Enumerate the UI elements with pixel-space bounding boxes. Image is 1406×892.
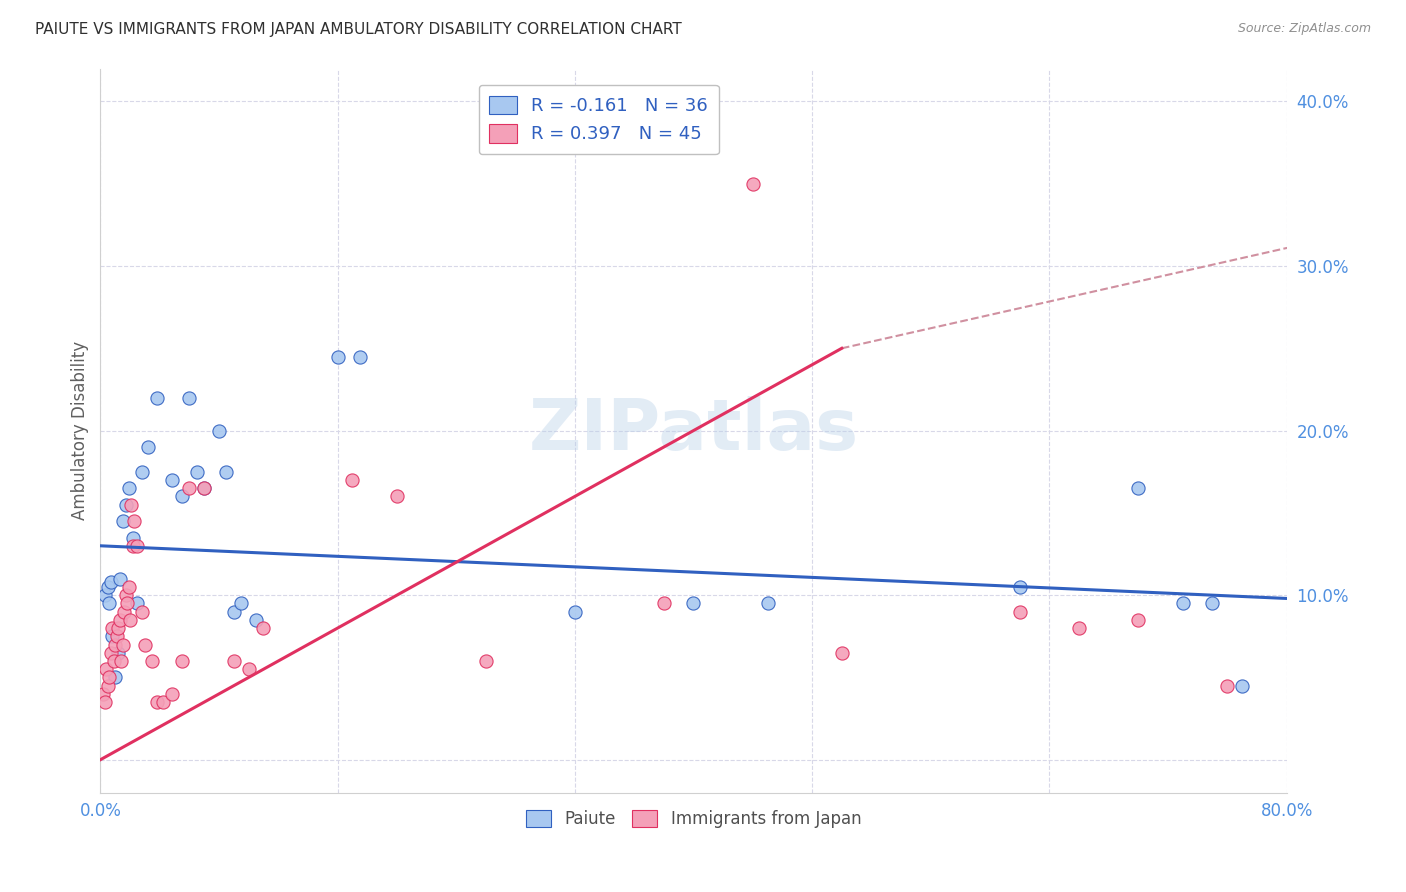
Point — [131, 465, 153, 479]
Point — [100, 646, 122, 660]
Point — [111, 514, 134, 528]
Point — [193, 481, 215, 495]
Point — [160, 473, 183, 487]
Text: PAIUTE VS IMMIGRANTS FROM JAPAN AMBULATORY DISABILITY CORRELATION CHART: PAIUTE VS IMMIGRANTS FROM JAPAN AMBULATO… — [35, 22, 682, 37]
Point — [112, 605, 135, 619]
Point — [117, 580, 139, 594]
Point — [117, 481, 139, 495]
Point — [193, 481, 215, 495]
Point — [208, 424, 231, 438]
Point — [111, 638, 134, 652]
Point — [1067, 621, 1090, 635]
Point — [1216, 679, 1239, 693]
Point — [96, 662, 118, 676]
Point — [342, 473, 364, 487]
Point — [238, 662, 260, 676]
Point — [222, 605, 245, 619]
Point — [97, 580, 120, 594]
Point — [475, 654, 498, 668]
Point — [131, 605, 153, 619]
Point — [108, 572, 131, 586]
Point — [97, 679, 120, 693]
Point — [1171, 596, 1194, 610]
Point — [127, 539, 149, 553]
Point — [98, 596, 121, 610]
Point — [94, 695, 117, 709]
Point — [1128, 613, 1150, 627]
Point — [170, 654, 193, 668]
Point — [756, 596, 779, 610]
Point — [1128, 481, 1150, 495]
Point — [231, 596, 253, 610]
Point — [179, 481, 201, 495]
Point — [134, 638, 156, 652]
Point — [124, 514, 146, 528]
Point — [104, 638, 127, 652]
Point — [682, 596, 704, 610]
Point — [127, 596, 149, 610]
Text: Source: ZipAtlas.com: Source: ZipAtlas.com — [1237, 22, 1371, 36]
Point — [91, 687, 114, 701]
Point — [115, 596, 138, 610]
Point — [101, 629, 124, 643]
Point — [245, 613, 267, 627]
Point — [122, 539, 145, 553]
Point — [652, 596, 675, 610]
Point — [98, 670, 121, 684]
Point — [94, 588, 117, 602]
Point — [564, 605, 586, 619]
Y-axis label: Ambulatory Disability: Ambulatory Disability — [72, 341, 89, 520]
Point — [107, 646, 129, 660]
Point — [1008, 605, 1031, 619]
Text: ZIPatlas: ZIPatlas — [529, 396, 859, 465]
Point — [122, 531, 145, 545]
Point — [1230, 679, 1253, 693]
Point — [145, 695, 167, 709]
Point — [118, 613, 141, 627]
Legend: Paiute, Immigrants from Japan: Paiute, Immigrants from Japan — [519, 804, 868, 835]
Point — [114, 498, 136, 512]
Point — [385, 490, 408, 504]
Point — [215, 465, 238, 479]
Point — [145, 391, 167, 405]
Point — [121, 498, 143, 512]
Point — [141, 654, 163, 668]
Point — [103, 654, 125, 668]
Point — [1201, 596, 1223, 610]
Point — [101, 621, 124, 635]
Point — [110, 654, 132, 668]
Point — [741, 177, 763, 191]
Point — [105, 629, 128, 643]
Point — [108, 613, 131, 627]
Point — [326, 350, 349, 364]
Point — [349, 350, 371, 364]
Point — [104, 670, 127, 684]
Point — [252, 621, 274, 635]
Point — [222, 654, 245, 668]
Point — [170, 490, 193, 504]
Point — [100, 574, 122, 589]
Point — [160, 687, 183, 701]
Point — [186, 465, 208, 479]
Point — [1008, 580, 1031, 594]
Point — [152, 695, 174, 709]
Point — [831, 646, 853, 660]
Point — [179, 391, 201, 405]
Point — [107, 621, 129, 635]
Point — [114, 588, 136, 602]
Point — [136, 440, 159, 454]
